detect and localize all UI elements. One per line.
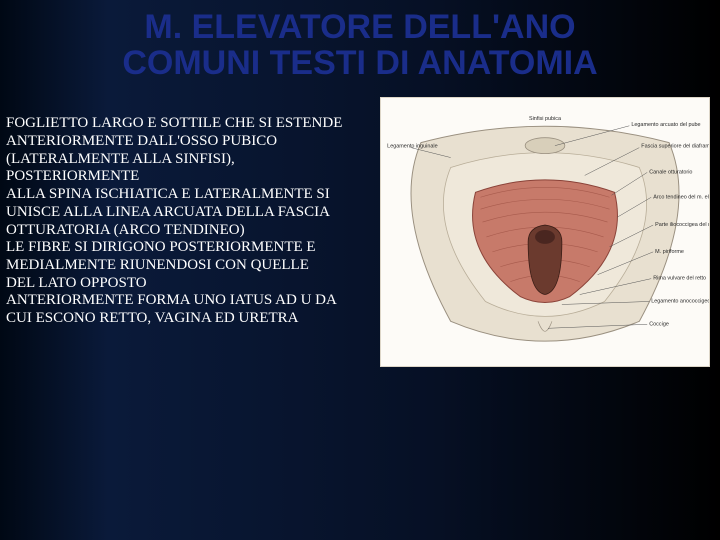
body-line: FOGLIETTO LARGO E SOTTILE CHE SI ESTENDE [6,115,374,133]
content-row: FOGLIETTO LARGO E SOTTILE CHE SI ESTENDE… [0,115,720,367]
body-line: CUI ESCONO RETTO, VAGINA ED URETRA [6,310,374,328]
annot-right-0: Legamento arcuato del pube [631,122,700,128]
body-text: FOGLIETTO LARGO E SOTTILE CHE SI ESTENDE… [6,115,374,327]
slide-title: M. ELEVATORE DELL'ANO COMUNI TESTI DI AN… [0,0,720,81]
annot-right-6: Rima vulvare del retto [653,276,706,282]
annot-right-5: M. piriforme [655,249,684,255]
anatomy-figure: Sinfisi pubica Legamento inguinale Legam… [380,97,710,367]
body-line: ALLA SPINA ISCHIATICA E LATERALMENTE SI [6,186,374,204]
annot-right-7: Legamento anococcigeo [651,299,709,305]
body-line: POSTERIORMENTE [6,168,374,186]
body-line: (LATERALMENTE ALLA SINFISI), [6,151,374,169]
pubic-symphysis [525,138,565,154]
anatomy-svg: Sinfisi pubica Legamento inguinale Legam… [381,98,709,366]
annot-right-2: Canale otturatorio [649,170,692,176]
body-line: ANTERIORMENTE FORMA UNO IATUS AD U DA [6,292,374,310]
annot-left-0: Legamento inguinale [387,144,438,150]
body-line: UNISCE ALLA LINEA ARCUATA DELLA FASCIA [6,204,374,222]
body-line: DEL LATO OPPOSTO [6,275,374,293]
label-pubic-symphysis: Sinfisi pubica [529,116,562,122]
title-line-1: M. ELEVATORE DELL'ANO [0,10,720,46]
title-line-2: COMUNI TESTI DI ANATOMIA [0,46,720,82]
annot-right-4: Parte iliococcigea del m. elevatore [655,222,709,228]
body-line: OTTURATORIA (ARCO TENDINEO) [6,222,374,240]
anterior-opening [535,230,555,244]
annot-right-3: Arco tendineo del m. elevatore dell'ano [653,195,709,201]
body-line: ANTERIORMENTE DALL'OSSO PUBICO [6,133,374,151]
body-line: MEDIALMENTE RIUNENDOSI CON QUELLE [6,257,374,275]
annot-right-1: Fascia superiore del diaframma pelvico [641,144,709,150]
body-line: LE FIBRE SI DIRIGONO POSTERIORMENTE E [6,239,374,257]
annot-right-8: Coccige [649,322,669,328]
